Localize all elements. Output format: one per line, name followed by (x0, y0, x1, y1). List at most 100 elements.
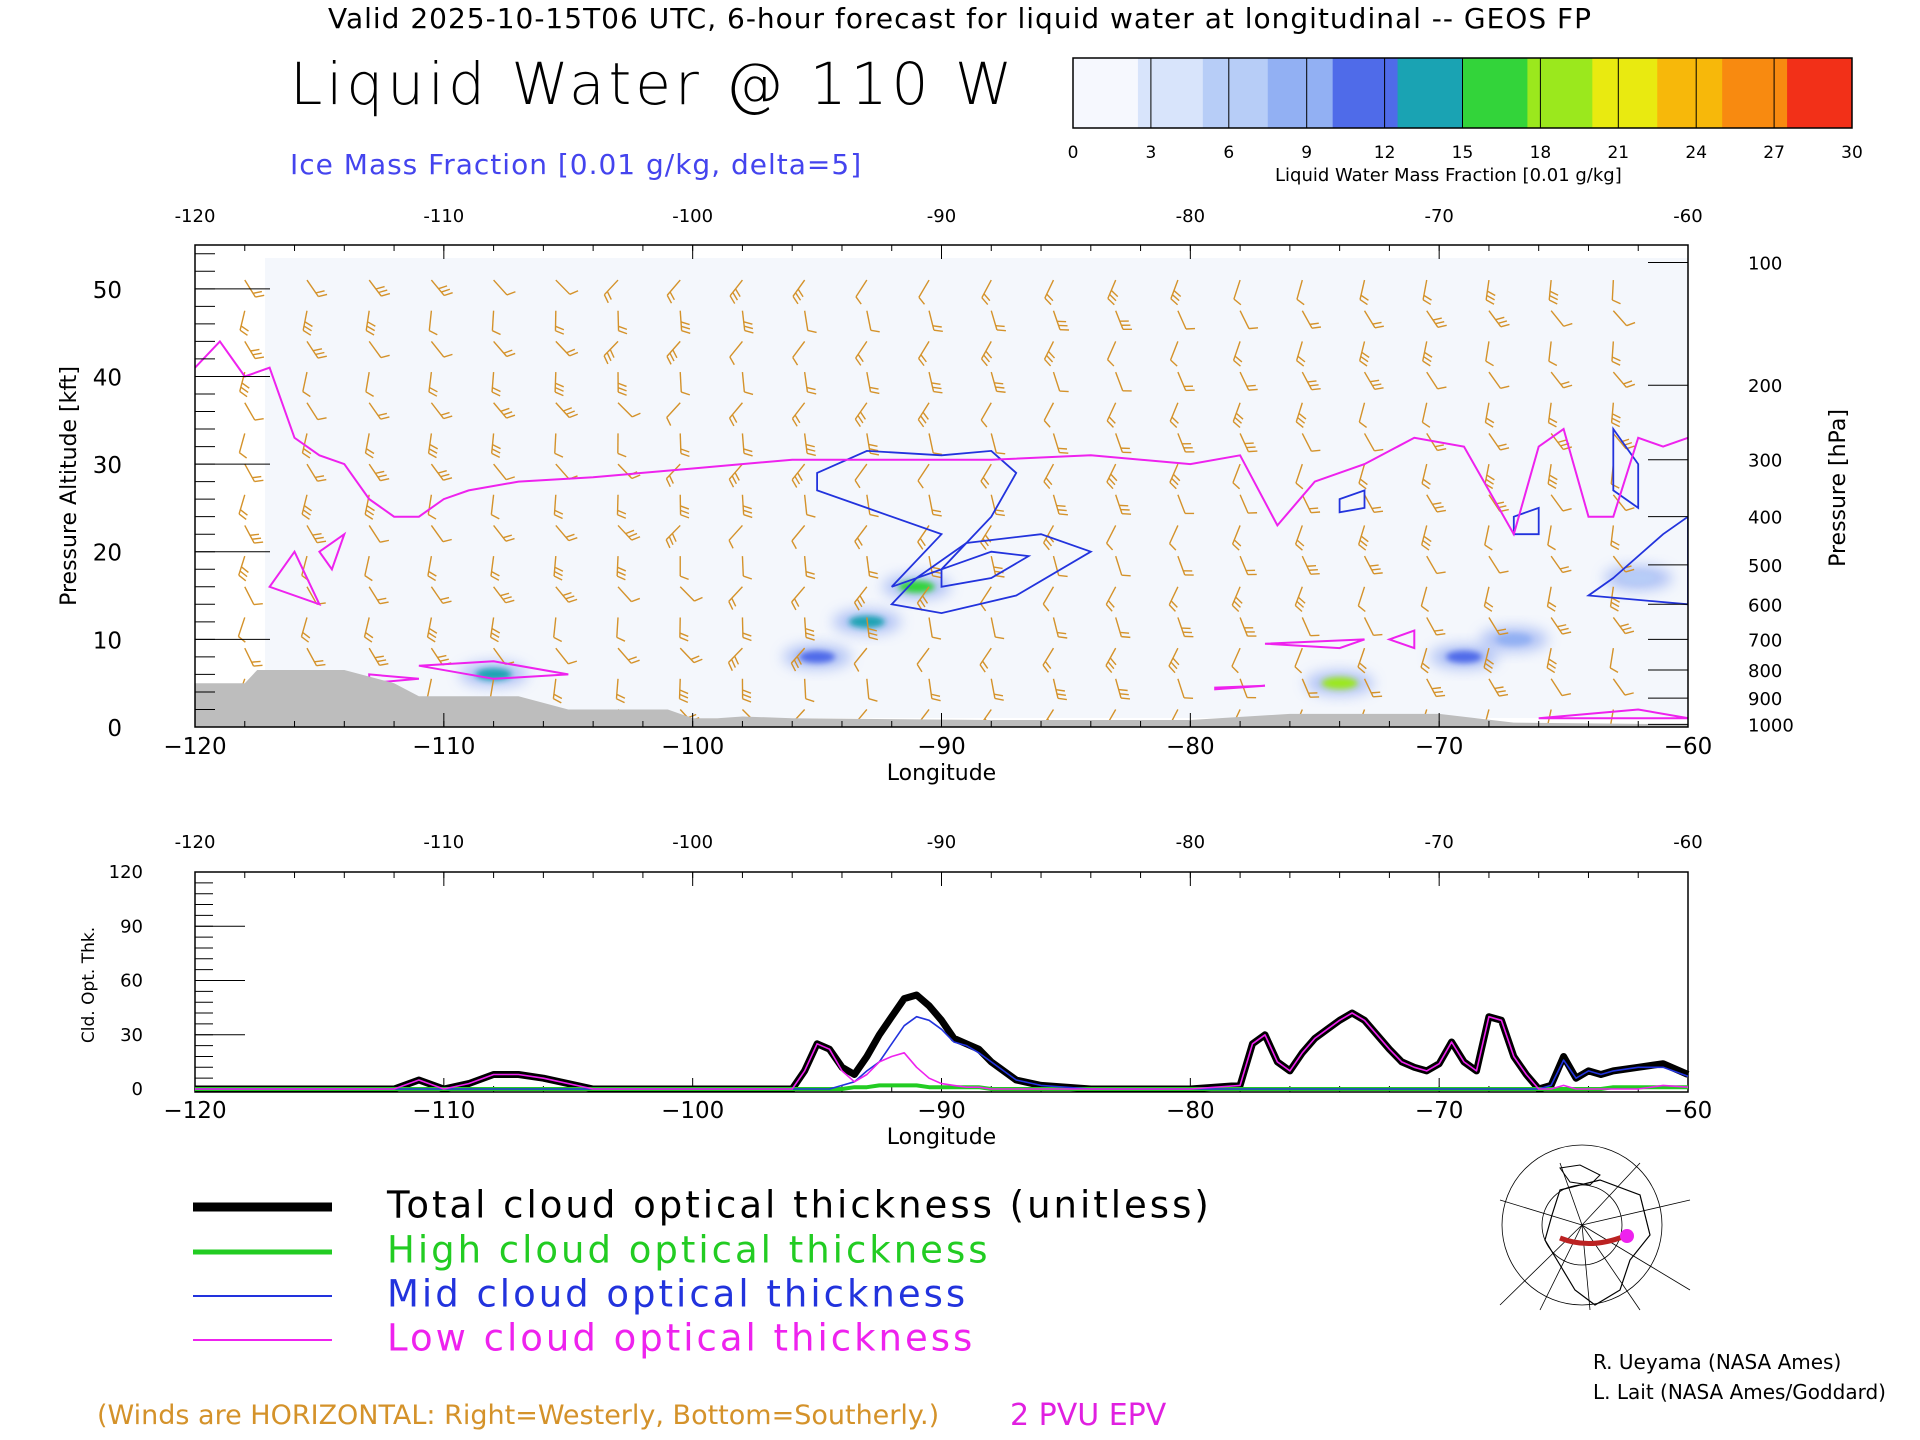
wind-barb-flag (671, 533, 677, 542)
wind-barb-flag (1497, 443, 1507, 447)
wind-barb-shaft (1052, 433, 1060, 453)
wind-barb-shaft (1547, 402, 1552, 423)
wind-barb-flag (732, 291, 739, 301)
wind-barb-shaft (238, 555, 246, 576)
wind-barb-shaft (244, 463, 256, 482)
wind-barb-shaft (741, 556, 745, 577)
wind-barb-flag (1296, 360, 1305, 367)
wind-barb-shaft (1363, 494, 1375, 513)
wind-barb-flag (303, 505, 313, 512)
wind-barb-flag (618, 325, 628, 331)
wind-barb-flag (933, 329, 943, 332)
wind-barb-flag (1045, 477, 1053, 486)
wind-barb-flag (1436, 509, 1447, 513)
wind-barb-shaft (917, 402, 930, 420)
ice-caption: Ice Mass Fraction [0.01 g/kg, delta=5] (290, 148, 863, 181)
wind-barb-flag (1358, 482, 1367, 490)
wind-barb-shaft (1232, 402, 1241, 422)
wind-barb-flag (491, 514, 500, 520)
wind-barb-flag (364, 636, 373, 643)
wind-barb-flag (1358, 728, 1365, 734)
wind-barb-flag (1172, 657, 1180, 666)
cs-ylabel-right: Pressure [hPa] (1826, 409, 1851, 567)
wind-barb-shaft (239, 310, 246, 331)
opt-series-3 (195, 1012, 1689, 1090)
wind-barb-flag (870, 452, 880, 456)
wind-barb-flag (931, 382, 941, 385)
wind-barb-flag (617, 387, 627, 392)
wind-barb-flag (625, 529, 635, 535)
wind-barb-shaft (1105, 525, 1117, 544)
wind-barb-flag (994, 509, 1004, 512)
wind-barb-flag (317, 355, 327, 359)
wind-barb-shaft (1168, 647, 1179, 667)
wind-barb-flag (734, 288, 741, 297)
wind-barb-flag (616, 693, 626, 699)
pressure-tick-label: 700 (1748, 630, 1782, 651)
wind-barb-flag (1233, 539, 1242, 547)
wind-barb-shaft (1301, 310, 1313, 329)
wind-barb-flag (932, 575, 942, 579)
wind-barb-shaft (617, 402, 633, 418)
winds-note: (Winds are HORIZONTAL: Right=Westerly, B… (97, 1400, 940, 1431)
inset-map-bg (1495, 1163, 1692, 1311)
wind-barb-shaft (1115, 678, 1122, 699)
optical-frame (194, 871, 1689, 1093)
wind-barb-shaft (244, 525, 255, 544)
wind-barb-shaft (364, 555, 370, 576)
wind-barb-shaft (1106, 341, 1117, 360)
wind-barb-shaft (1550, 310, 1565, 327)
colorbar-tick-label: 3 (1145, 143, 1156, 163)
wind-barb-shaft (1115, 433, 1124, 453)
wind-barb-flag (617, 382, 627, 388)
wind-barb-flag (980, 480, 988, 489)
wind-barb-shaft (1426, 678, 1437, 697)
wind-barb-flag (679, 693, 689, 699)
wind-barb-shaft (679, 647, 695, 664)
wind-barb-flag (743, 509, 753, 514)
wind-barb-flag (1561, 693, 1571, 697)
wind-barb-shaft (1422, 279, 1428, 300)
wind-barb-flag (985, 350, 993, 359)
wind-barb-shaft (1488, 310, 1502, 328)
wind-barb-flag (500, 592, 510, 597)
colorbar-swatch (1592, 58, 1658, 128)
wind-barb-flag (680, 505, 690, 510)
colorbar-swatch (1073, 58, 1139, 128)
wind-barb-flag (1499, 632, 1509, 636)
wind-barb-shaft (306, 463, 319, 482)
alt-tick-label: 0 (107, 716, 122, 742)
wind-barb-shaft (1105, 586, 1117, 605)
wind-barb-flag (1107, 661, 1115, 670)
alt-tick-label: 40 (93, 365, 122, 391)
wind-barb-flag (980, 541, 987, 551)
wind-barb-flag (672, 349, 678, 359)
wind-barb-flag (868, 698, 878, 702)
wind-barb-flag (983, 293, 991, 302)
wind-barb-flag (1044, 358, 1052, 367)
wind-barb-flag (490, 575, 500, 581)
wind-barb-shaft (741, 494, 745, 515)
wind-barb-flag (742, 698, 752, 703)
wind-barb-flag (1042, 664, 1050, 673)
wind-barb-flag (693, 596, 703, 602)
pressure-tick-label: 600 (1748, 595, 1782, 616)
wind-barb-flag (380, 354, 390, 359)
wind-barb-shaft (306, 586, 318, 605)
wind-barb-flag (690, 655, 700, 661)
wind-barb-shaft (1177, 433, 1187, 453)
wind-barb-flag (490, 632, 500, 638)
wind-barb-flag (315, 351, 325, 356)
wind-barb-flag (1357, 605, 1366, 613)
wind-barb-flag (440, 411, 450, 416)
colorbar-tick-label: 27 (1763, 143, 1785, 163)
wind-barb-shaft (552, 678, 557, 699)
wind-barb-flag (555, 325, 565, 331)
wind-barb-flag (1296, 298, 1305, 306)
wind-barb-shaft (728, 524, 743, 541)
wind-barb-shaft (729, 340, 743, 358)
wind-barb-flag (1107, 600, 1115, 608)
wind-barb-flag (631, 597, 641, 603)
wind-barb-shaft (1363, 371, 1376, 390)
